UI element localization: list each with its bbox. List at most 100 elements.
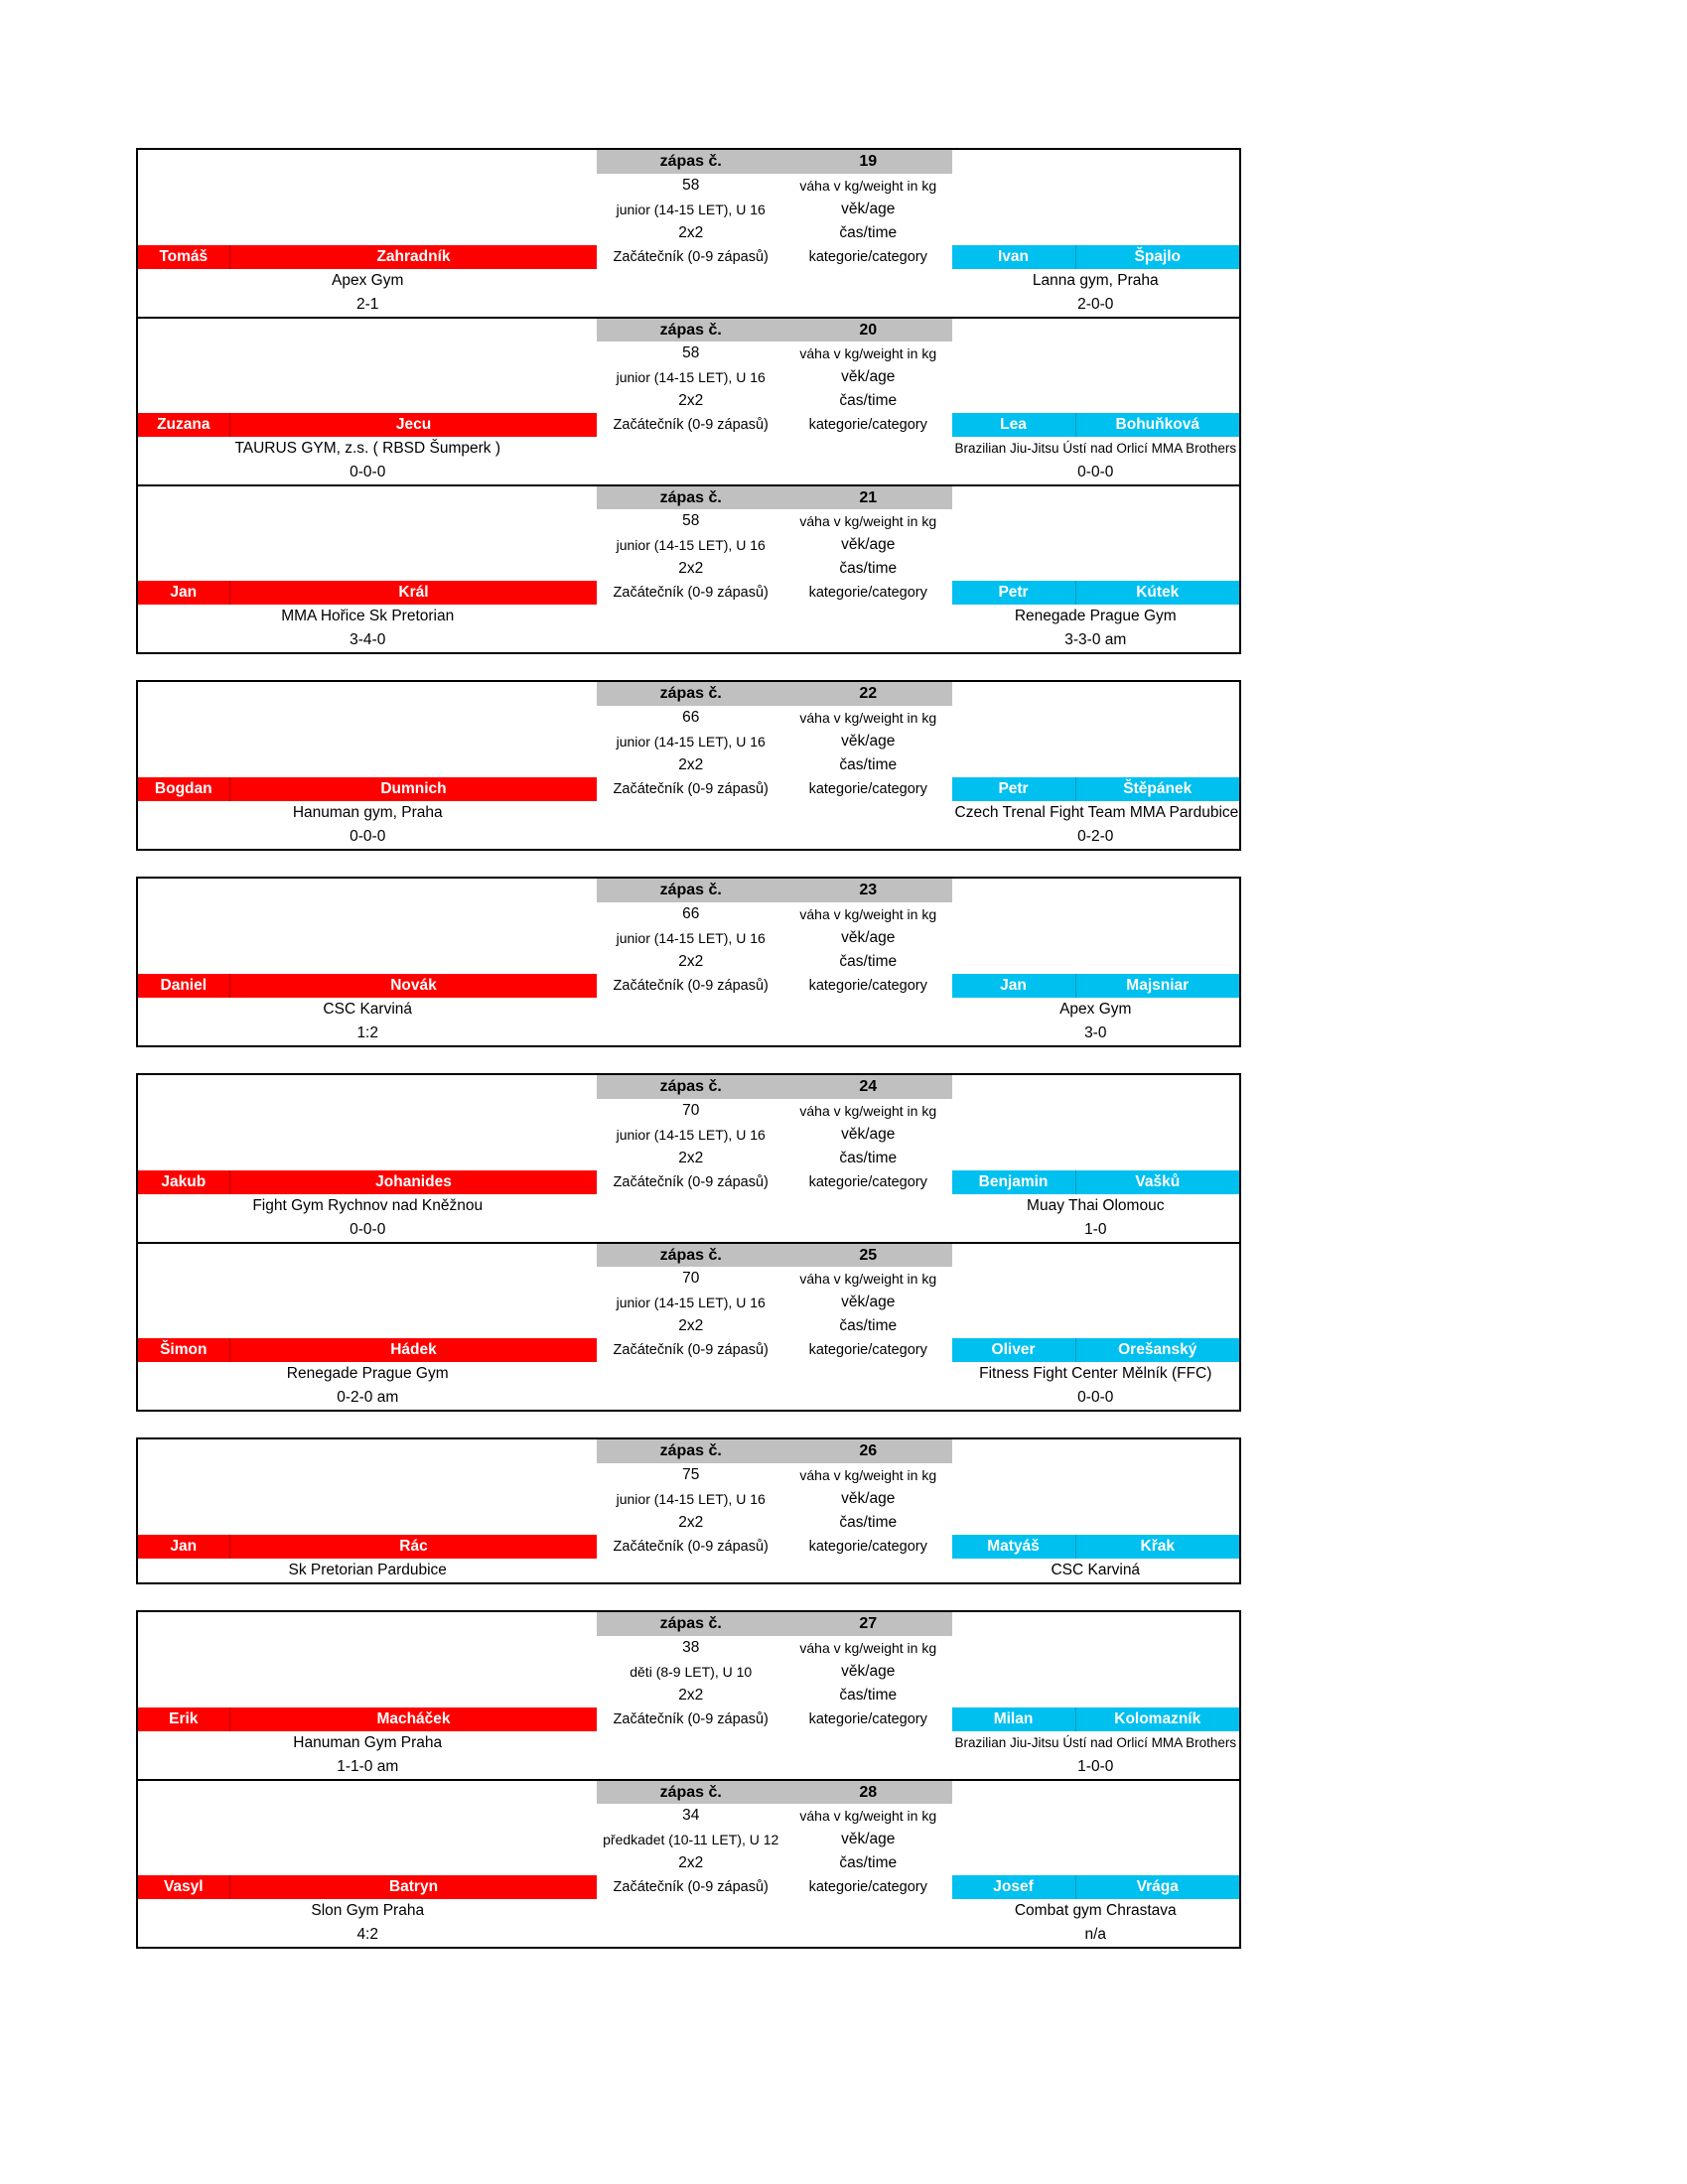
blank-cell	[784, 269, 952, 293]
blue-fighter-first-name[interactable]: Lea	[951, 413, 1076, 437]
time-row: 2x2 čas/time	[138, 950, 1239, 974]
blue-fighter-last-name[interactable]: Bohuňková	[1075, 413, 1239, 437]
blank-cell	[784, 1899, 952, 1923]
blue-fighter-first-name[interactable]: Josef	[951, 1875, 1076, 1899]
blank-cell	[138, 221, 598, 245]
match-number-label: zápas č.	[597, 1780, 784, 1804]
weight-row: 70 váha v kg/weight in kg	[138, 1267, 1239, 1291]
red-fighter-last-name[interactable]: Novák	[229, 974, 598, 998]
time-row: 2x2 čas/time	[138, 1314, 1239, 1338]
match-header-row: zápas č. 21	[138, 485, 1239, 509]
blue-fighter-first-name[interactable]: Matyáš	[951, 1535, 1076, 1559]
blue-fighter-last-name[interactable]: Štěpánek	[1075, 777, 1239, 801]
blue-fighter-first-name[interactable]: Petr	[951, 581, 1076, 605]
blue-fighter-first-name[interactable]: Oliver	[951, 1338, 1076, 1362]
red-fighter-last-name[interactable]: Johanides	[229, 1170, 598, 1194]
red-fighter-gym: TAURUS GYM, z.s. ( RBSD Šumperk )	[234, 440, 500, 458]
red-fighter-last-name[interactable]: Jecu	[229, 413, 598, 437]
category-value: Začátečník (0-9 zápasů)	[613, 1341, 769, 1358]
blue-fighter-record: 2-0-0	[1077, 296, 1114, 314]
age-value: junior (14-15 LET), U 16	[616, 537, 766, 553]
blue-fighter-gym: Apex Gym	[1059, 1001, 1132, 1019]
blue-fighter-last-name[interactable]: Křak	[1075, 1535, 1239, 1559]
weight-value: 66	[682, 905, 700, 923]
blue-fighter-last-name[interactable]: Kolomazník	[1075, 1707, 1239, 1731]
blank-cell	[597, 1022, 784, 1045]
blue-fighter-last-name[interactable]: Majsniar	[1075, 974, 1239, 998]
age-value: junior (14-15 LET), U 16	[616, 202, 766, 217]
red-fighter-first-name[interactable]: Zuzana	[138, 413, 230, 437]
category-label: kategorie/category	[808, 416, 927, 433]
blank-cell	[138, 1660, 598, 1684]
red-fighter-first-name[interactable]: Daniel	[138, 974, 230, 998]
red-fighter-last-name[interactable]: Hádek	[229, 1338, 598, 1362]
blue-fighter-first-name[interactable]: Ivan	[951, 245, 1076, 269]
age-label: věk/age	[841, 1663, 896, 1681]
blue-fighter-last-name[interactable]: Špajlo	[1075, 245, 1239, 269]
red-fighter-first-name[interactable]: Jan	[138, 581, 230, 605]
red-fighter-first-name[interactable]: Jan	[138, 1535, 230, 1559]
blank-cell	[951, 1851, 1239, 1875]
match-number-value: 19	[783, 150, 952, 174]
age-value: děti (8-9 LET), U 10	[630, 1664, 753, 1680]
match-number-value: 28	[783, 1780, 952, 1804]
match-header-row: zápas č. 22	[138, 682, 1239, 706]
blue-fighter-last-name[interactable]: Orešanský	[1075, 1338, 1239, 1362]
time-row: 2x2 čas/time	[138, 1147, 1239, 1170]
blank-cell	[138, 1267, 598, 1291]
weight-value: 34	[682, 1807, 700, 1825]
red-fighter-last-name[interactable]: Batryn	[229, 1875, 598, 1899]
blue-fighter-last-name[interactable]: Vašků	[1075, 1170, 1239, 1194]
red-fighter-last-name[interactable]: Macháček	[229, 1707, 598, 1731]
blank-cell	[138, 1123, 598, 1147]
blue-fighter-first-name[interactable]: Jan	[951, 974, 1076, 998]
blank-cell	[138, 1147, 598, 1170]
category-label: kategorie/category	[808, 1538, 927, 1555]
red-fighter-gym: Hanuman gym, Praha	[292, 804, 443, 822]
red-fighter-first-name[interactable]: Tomáš	[138, 245, 230, 269]
blank-cell	[784, 293, 952, 317]
blue-fighter-gym: Lanna gym, Praha	[1032, 272, 1159, 290]
red-fighter-last-name[interactable]: Dumnich	[229, 777, 598, 801]
blue-fighter-first-name[interactable]: Petr	[951, 777, 1076, 801]
blue-fighter-first-name[interactable]: Benjamin	[951, 1170, 1076, 1194]
weight-label: váha v kg/weight in kg	[799, 1808, 937, 1824]
weight-row: 70 váha v kg/weight in kg	[138, 1099, 1239, 1123]
red-fighter-first-name[interactable]: Šimon	[138, 1338, 230, 1362]
match-block: zápas č. 25 70 váha v kg/weight in kg junior…	[138, 1242, 1239, 1410]
blue-fighter-last-name[interactable]: Vrága	[1075, 1875, 1239, 1899]
blank-cell	[951, 1314, 1239, 1338]
red-fighter-last-name[interactable]: Rác	[229, 1535, 598, 1559]
blank-cell	[138, 902, 598, 926]
red-fighter-first-name[interactable]: Jakub	[138, 1170, 230, 1194]
time-label: čas/time	[839, 1317, 898, 1335]
blue-fighter-first-name[interactable]: Milan	[951, 1707, 1076, 1731]
age-row: junior (14-15 LET), U 16 věk/age	[138, 533, 1239, 557]
fighters-row: Daniel Novák Začátečník (0-9 zápasů) katego…	[138, 974, 1239, 998]
red-fighter-first-name[interactable]: Bogdan	[138, 777, 230, 801]
red-fighter-record: 4:2	[356, 1926, 378, 1944]
time-label: čas/time	[839, 224, 898, 242]
gym-row: Sk Pretorian Pardubice CSC Karviná	[138, 1559, 1239, 1582]
gym-row: MMA Hořice Sk Pretorian Renegade Prague G…	[138, 605, 1239, 628]
weight-row: 58 váha v kg/weight in kg	[138, 174, 1239, 198]
blue-fighter-gym: Combat gym Chrastava	[1014, 1902, 1177, 1920]
time-row: 2x2 čas/time	[138, 753, 1239, 777]
match-block: zápas č. 24 70 váha v kg/weight in kg junior…	[138, 1075, 1239, 1242]
blank-cell	[597, 1755, 784, 1779]
match-block: zápas č. 22 66 váha v kg/weight in kg junior…	[138, 682, 1239, 849]
time-label: čas/time	[839, 953, 898, 971]
red-fighter-last-name[interactable]: Král	[229, 581, 598, 605]
record-row: 0-0-0 1-0	[138, 1218, 1239, 1242]
weight-row: 38 váha v kg/weight in kg	[138, 1636, 1239, 1660]
red-fighter-first-name[interactable]: Erik	[138, 1707, 230, 1731]
weight-value: 66	[682, 709, 700, 727]
blank-cell	[597, 605, 784, 628]
red-fighter-record: 3-4-0	[350, 631, 386, 649]
red-fighter-last-name[interactable]: Zahradník	[229, 245, 598, 269]
blue-fighter-last-name[interactable]: Kútek	[1075, 581, 1239, 605]
time-value: 2x2	[678, 953, 704, 971]
record-row: 0-0-0 0-0-0	[138, 461, 1239, 484]
blank-cell	[138, 1684, 598, 1707]
red-fighter-first-name[interactable]: Vasyl	[138, 1875, 230, 1899]
